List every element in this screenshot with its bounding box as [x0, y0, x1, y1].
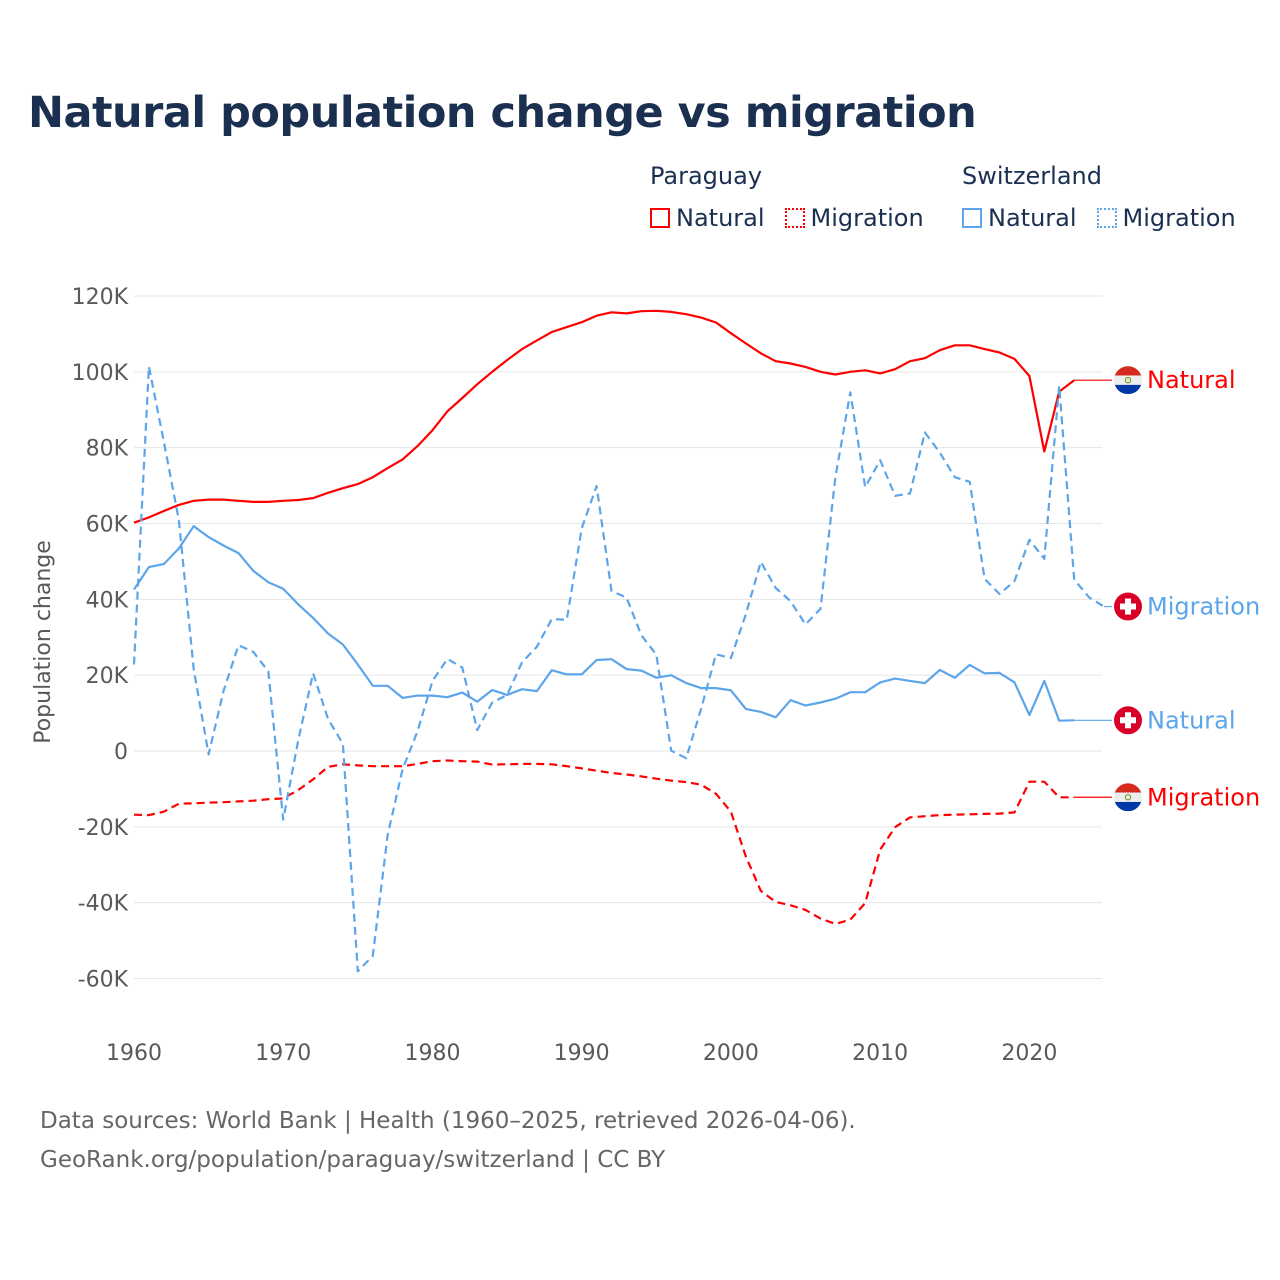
series-line-switzerland-migration [132, 365, 1105, 973]
legend-label: Natural [676, 204, 765, 232]
y-tick-label: 0 [114, 740, 128, 765]
legend-item-switzerland-migration[interactable]: Migration [1096, 204, 1236, 232]
flag-cross-h [1120, 717, 1136, 724]
y-tick-label: 100K [72, 361, 129, 386]
legend-item-switzerland-natural[interactable]: Natural [962, 204, 1077, 232]
legend-label: Migration [1122, 204, 1236, 232]
y-tick-label: 60K [86, 513, 129, 538]
footer-link[interactable]: GeoRank.org/population/paraguay/switzerl… [40, 1147, 666, 1173]
legend-group-title: Switzerland [962, 162, 1102, 190]
legend-swatch-solid [962, 208, 982, 228]
legend-item-paraguay-migration[interactable]: Migration [784, 204, 924, 232]
end-label-text: Natural [1147, 706, 1236, 734]
legend-swatch-solid [650, 208, 670, 228]
legend-item-paraguay-natural[interactable]: Natural [650, 204, 765, 232]
y-tick-label: -40K [78, 892, 129, 917]
end-label-paraguay-migration: Migration [1114, 783, 1260, 812]
series-line-paraguay-migration [133, 759, 1075, 925]
end-label-switzerland-migration: Migration [1114, 592, 1260, 621]
x-tick-label: 1960 [106, 1041, 162, 1066]
series-line-switzerland-natural [133, 525, 1075, 722]
flag-stripe-blue [1114, 384, 1142, 395]
x-tick-label: 2000 [703, 1041, 759, 1066]
legend-group-switzerland: Switzerland Natural Migration [962, 162, 1236, 232]
paraguay-flag-icon [1114, 366, 1142, 395]
y-tick-label: 40K [86, 588, 129, 613]
flag-emblem [1124, 376, 1132, 384]
flag-stripe-red [1114, 366, 1142, 376]
flag-stripe-white [1114, 792, 1142, 802]
legend-swatch-dotted [784, 208, 805, 228]
x-tick-label: 1970 [255, 1041, 311, 1066]
flag-cross-h [1120, 603, 1136, 610]
legend-label: Migration [810, 204, 924, 232]
x-tick-label: 1980 [404, 1041, 460, 1066]
end-label-paraguay-natural: Natural [1114, 366, 1236, 395]
legend-label: Natural [988, 204, 1077, 232]
chart-title: Natural population change vs migration [28, 88, 977, 138]
y-tick-label: -60K [78, 968, 129, 993]
flag-stripe-blue [1114, 801, 1142, 812]
x-tick-label: 2010 [852, 1041, 908, 1066]
x-tick-label: 1990 [554, 1041, 610, 1066]
switzerland-flag-icon [1114, 592, 1142, 621]
switzerland-flag-icon [1114, 706, 1142, 735]
end-label-text: Natural [1147, 366, 1236, 394]
flag-stripes [1114, 366, 1142, 395]
flag-stripe-white [1114, 375, 1142, 385]
end-label-text: Migration [1147, 783, 1260, 811]
flag-stripes [1114, 783, 1142, 812]
flag-stripe-red [1114, 783, 1142, 793]
y-tick-label: 80K [86, 437, 129, 462]
y-tick-label: -20K [78, 816, 129, 841]
series-line-paraguay-natural [133, 309, 1075, 524]
y-axis-label: Population change [31, 540, 56, 744]
flag-emblem [1124, 794, 1132, 801]
paraguay-flag-icon [1114, 783, 1142, 812]
end-label-text: Migration [1147, 593, 1260, 621]
legend-group-paraguay: Paraguay Natural Migration [650, 162, 944, 232]
legend-group-title: Paraguay [650, 162, 763, 190]
legend-swatch-dotted [1096, 208, 1117, 228]
x-tick-label: 2020 [1001, 1041, 1057, 1066]
end-label-switzerland-natural: Natural [1114, 706, 1236, 735]
y-tick-label: 120K [72, 285, 129, 310]
footer-source: Data sources: World Bank | Health (1960–… [40, 1108, 856, 1134]
y-tick-label: 20K [86, 664, 129, 689]
